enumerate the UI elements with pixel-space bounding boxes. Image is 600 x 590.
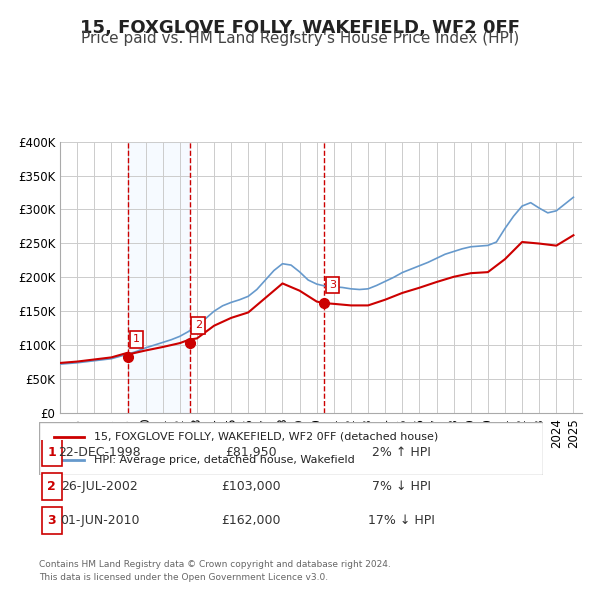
Bar [128,142,190,413]
Text: 1: 1 [133,335,140,345]
FancyBboxPatch shape [41,507,62,534]
Text: 2% ↑ HPI: 2% ↑ HPI [373,446,431,459]
Text: 01-JUN-2010: 01-JUN-2010 [60,514,139,527]
FancyBboxPatch shape [41,439,62,466]
FancyBboxPatch shape [41,473,62,500]
Text: £162,000: £162,000 [221,514,280,527]
Text: 3: 3 [329,280,336,290]
FancyBboxPatch shape [39,422,543,475]
Text: This data is licensed under the Open Government Licence v3.0.: This data is licensed under the Open Gov… [39,573,328,582]
Text: HPI: Average price, detached house, Wakefield: HPI: Average price, detached house, Wake… [94,455,355,465]
Text: 15, FOXGLOVE FOLLY, WAKEFIELD, WF2 0FF: 15, FOXGLOVE FOLLY, WAKEFIELD, WF2 0FF [80,19,520,37]
Text: 22-DEC-1998: 22-DEC-1998 [58,446,141,459]
Text: Contains HM Land Registry data © Crown copyright and database right 2024.: Contains HM Land Registry data © Crown c… [39,560,391,569]
Text: 7% ↓ HPI: 7% ↓ HPI [373,480,431,493]
Text: 26-JUL-2002: 26-JUL-2002 [61,480,138,493]
Text: £103,000: £103,000 [221,480,280,493]
Text: 1: 1 [47,446,56,459]
Text: 15, FOXGLOVE FOLLY, WAKEFIELD, WF2 0FF (detached house): 15, FOXGLOVE FOLLY, WAKEFIELD, WF2 0FF (… [94,432,439,442]
Text: 2: 2 [194,320,202,330]
Text: 2: 2 [47,480,56,493]
Text: Price paid vs. HM Land Registry's House Price Index (HPI): Price paid vs. HM Land Registry's House … [81,31,519,45]
Text: 17% ↓ HPI: 17% ↓ HPI [368,514,436,527]
Text: £81,950: £81,950 [225,446,277,459]
Text: 3: 3 [47,514,56,527]
